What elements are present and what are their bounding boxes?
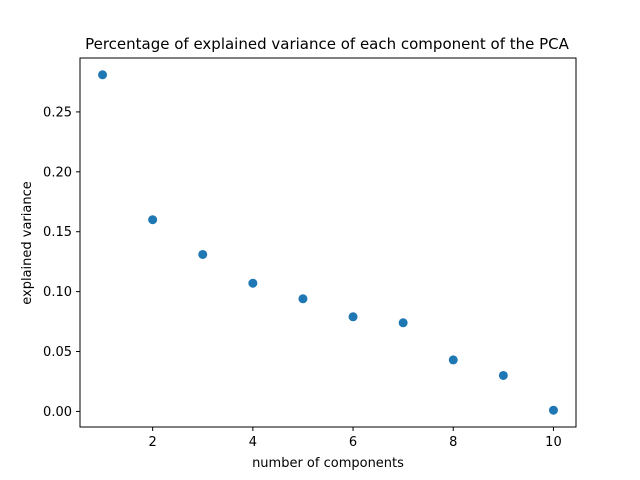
data-point <box>398 318 408 328</box>
x-tick-label: 2 <box>149 435 157 450</box>
y-tick-label: 0.25 <box>43 105 72 120</box>
x-tick-label: 10 <box>545 435 562 450</box>
x-tick-label: 6 <box>349 435 357 450</box>
data-point <box>498 370 508 380</box>
x-axis-label: number of components <box>252 456 404 471</box>
data-point <box>348 312 358 322</box>
axes-frame <box>79 57 577 428</box>
y-tick-label: 0.15 <box>43 225 72 240</box>
data-point <box>248 278 258 288</box>
chart-title: Percentage of explained variance of each… <box>85 35 570 53</box>
data-point <box>548 405 558 415</box>
y-tick-label: 0.05 <box>43 345 72 360</box>
data-point <box>298 294 308 304</box>
y-tick-label: 0.10 <box>43 285 72 300</box>
data-point <box>198 249 208 259</box>
y-axis-ticks: 0.00 0.05 0.10 0.15 0.20 0.25 <box>43 105 80 420</box>
y-tick-label: 0.00 <box>43 405 72 420</box>
x-tick-label: 8 <box>449 435 457 450</box>
y-tick-label: 0.20 <box>43 165 72 180</box>
data-point <box>148 215 158 225</box>
data-point <box>98 70 108 80</box>
data-point <box>448 355 458 365</box>
x-tick-label: 4 <box>249 435 257 450</box>
axes-background <box>80 58 576 427</box>
x-axis-ticks: 2 4 6 8 10 <box>149 427 562 450</box>
y-axis-label: explained variance <box>20 181 35 305</box>
scatter-points <box>98 70 558 415</box>
plot-area: 0.00 0.05 0.10 0.15 0.20 0.25 2 4 6 8 10 <box>43 57 577 450</box>
